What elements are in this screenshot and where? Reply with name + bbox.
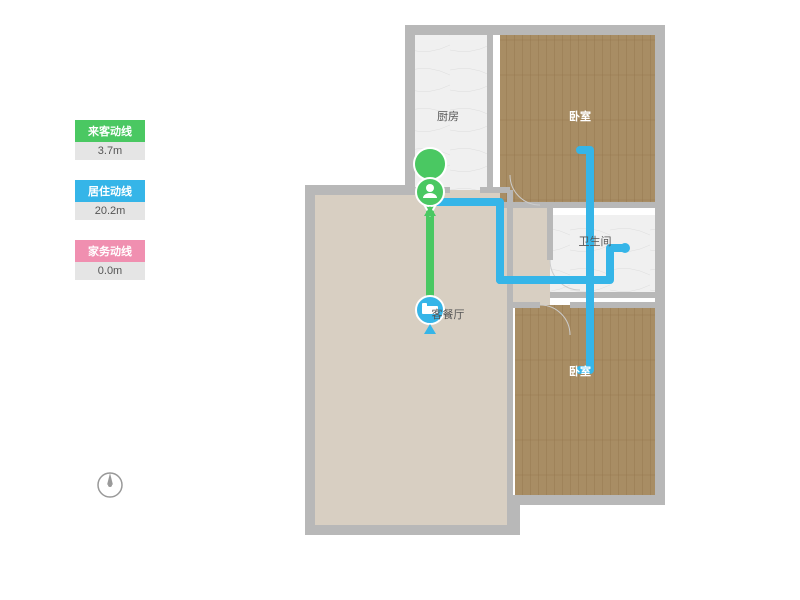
room-label-bedroom1: 卧室 — [569, 109, 591, 123]
legend-label: 居住动线 — [75, 180, 145, 202]
legend-value: 0.0m — [75, 262, 145, 280]
compass-icon — [95, 470, 125, 500]
floor-living — [310, 190, 510, 530]
path-endpoint — [620, 243, 630, 253]
room-label-bedroom2: 卧室 — [569, 364, 591, 378]
room-label-living: 客餐厅 — [432, 307, 465, 321]
legend-label: 来客动线 — [75, 120, 145, 142]
legend-item-guest: 来客动线 3.7m — [75, 120, 145, 160]
room-label-bathroom: 卫生间 — [579, 234, 612, 248]
room-label-kitchen: 厨房 — [437, 110, 459, 123]
legend-label: 家务动线 — [75, 240, 145, 262]
legend-value: 20.2m — [75, 202, 145, 220]
legend: 来客动线 3.7m 居住动线 20.2m 家务动线 0.0m — [75, 120, 145, 300]
legend-item-chores: 家务动线 0.0m — [75, 240, 145, 280]
floorplan: 厨房 卧室 卫生间 卧室 客餐厅 — [290, 20, 690, 570]
floor-corridor — [510, 205, 550, 305]
legend-value: 3.7m — [75, 142, 145, 160]
legend-item-living: 居住动线 20.2m — [75, 180, 145, 220]
